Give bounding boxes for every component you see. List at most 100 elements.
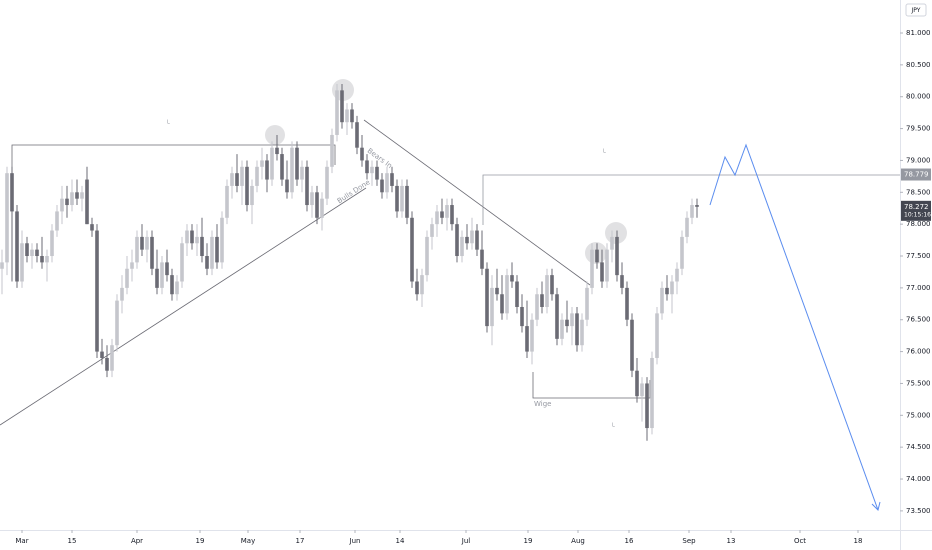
y-tick-label: 74.500 <box>906 443 931 451</box>
candle-body <box>155 268 159 288</box>
y-tick-label: 79.000 <box>906 156 931 164</box>
highlight-circle <box>265 125 285 145</box>
candle-body <box>285 179 289 193</box>
candle-body <box>0 262 4 269</box>
candle-body <box>615 236 619 276</box>
candle-body <box>140 236 144 250</box>
candle-body <box>95 230 99 352</box>
candle-body <box>390 173 394 186</box>
candle-body <box>605 249 609 282</box>
candle-body <box>525 326 529 352</box>
candle-body <box>385 173 389 193</box>
candle-body <box>600 262 604 282</box>
candle-body <box>590 249 594 288</box>
candle-body <box>660 287 664 314</box>
x-tick-label: Jun <box>349 537 361 545</box>
candle-body <box>190 230 194 244</box>
x-tick-label: Sep <box>682 537 696 545</box>
candle-body <box>625 287 629 320</box>
candle-body <box>545 275 549 307</box>
y-tick-label: 80.000 <box>906 93 931 101</box>
candle-body <box>45 256 49 263</box>
candle-body <box>230 173 234 186</box>
range-line <box>11 144 336 170</box>
drawings: Bears In Bulls Done Wige L L L <box>0 79 900 511</box>
candle-body <box>175 281 179 295</box>
candle-body <box>340 90 344 123</box>
candle-body <box>655 313 659 358</box>
candle-body <box>565 319 569 327</box>
candle-body <box>375 166 379 180</box>
candle-body <box>125 268 129 288</box>
candle-body <box>620 275 624 288</box>
candle-body <box>515 281 519 307</box>
y-tick-label: 76.500 <box>906 316 931 324</box>
candle-body <box>695 205 699 207</box>
candle-body <box>35 249 39 257</box>
candle-body <box>350 109 354 123</box>
candle-body <box>160 262 164 288</box>
candle-body <box>450 205 454 225</box>
candle-body <box>25 243 29 257</box>
candle-body <box>280 154 284 180</box>
candle-body <box>205 256 209 269</box>
candle-body <box>690 205 694 218</box>
candle-body <box>100 351 104 358</box>
candle-body <box>560 319 564 339</box>
candle-body <box>470 230 474 244</box>
candle-body <box>295 147 299 180</box>
candle-body <box>65 198 69 206</box>
candle-body <box>85 179 89 225</box>
candle-body <box>480 249 484 269</box>
candle-body <box>80 192 84 199</box>
x-tick-label: 19 <box>196 537 205 545</box>
candle-body <box>170 275 174 295</box>
trend-line <box>363 119 591 286</box>
candle-body <box>630 319 634 371</box>
price-label-box <box>901 200 931 221</box>
candle-body <box>535 294 539 320</box>
candle-body <box>360 147 364 161</box>
candle-body <box>475 230 479 250</box>
candle-body <box>555 294 559 339</box>
candle-body <box>310 192 314 206</box>
candle-body <box>60 198 64 212</box>
candle-body <box>380 179 384 193</box>
candle-body <box>610 236 614 250</box>
candle-body <box>680 236 684 269</box>
candle-body <box>365 160 369 174</box>
annotation: Bears In <box>366 147 394 170</box>
y-tick-label: 80.500 <box>906 61 931 69</box>
candle-body <box>315 192 319 218</box>
candle-body <box>245 166 249 206</box>
candle-body <box>415 281 419 295</box>
candle-body <box>500 294 504 314</box>
candle-body <box>455 224 459 257</box>
candle-body <box>460 236 464 257</box>
candle-body <box>240 166 244 186</box>
candle-body <box>200 236 204 257</box>
candle-body <box>75 192 79 199</box>
y-tick-label: 76.000 <box>906 348 931 356</box>
x-tick-label: Apr <box>131 537 143 545</box>
candle-body <box>305 166 309 206</box>
x-tick-label: May <box>241 537 255 545</box>
candle-body <box>90 224 94 231</box>
price-label: 78.272 <box>904 203 929 211</box>
candle-body <box>445 205 449 218</box>
candle-body <box>275 147 279 155</box>
candle-body <box>685 217 689 237</box>
candle-body <box>185 230 189 244</box>
candle-body <box>130 262 134 269</box>
x-tick-label: 18 <box>854 537 863 545</box>
y-tick-label: 77.500 <box>906 252 931 260</box>
candle-body <box>345 109 349 123</box>
candle-body <box>435 211 439 225</box>
candle-body <box>270 147 274 180</box>
candle-body <box>320 198 324 218</box>
candle-body <box>220 217 224 263</box>
candle-body <box>210 236 214 269</box>
candle-body <box>465 236 469 244</box>
x-tick-label: Mar <box>15 537 28 545</box>
candle-body <box>180 243 184 282</box>
